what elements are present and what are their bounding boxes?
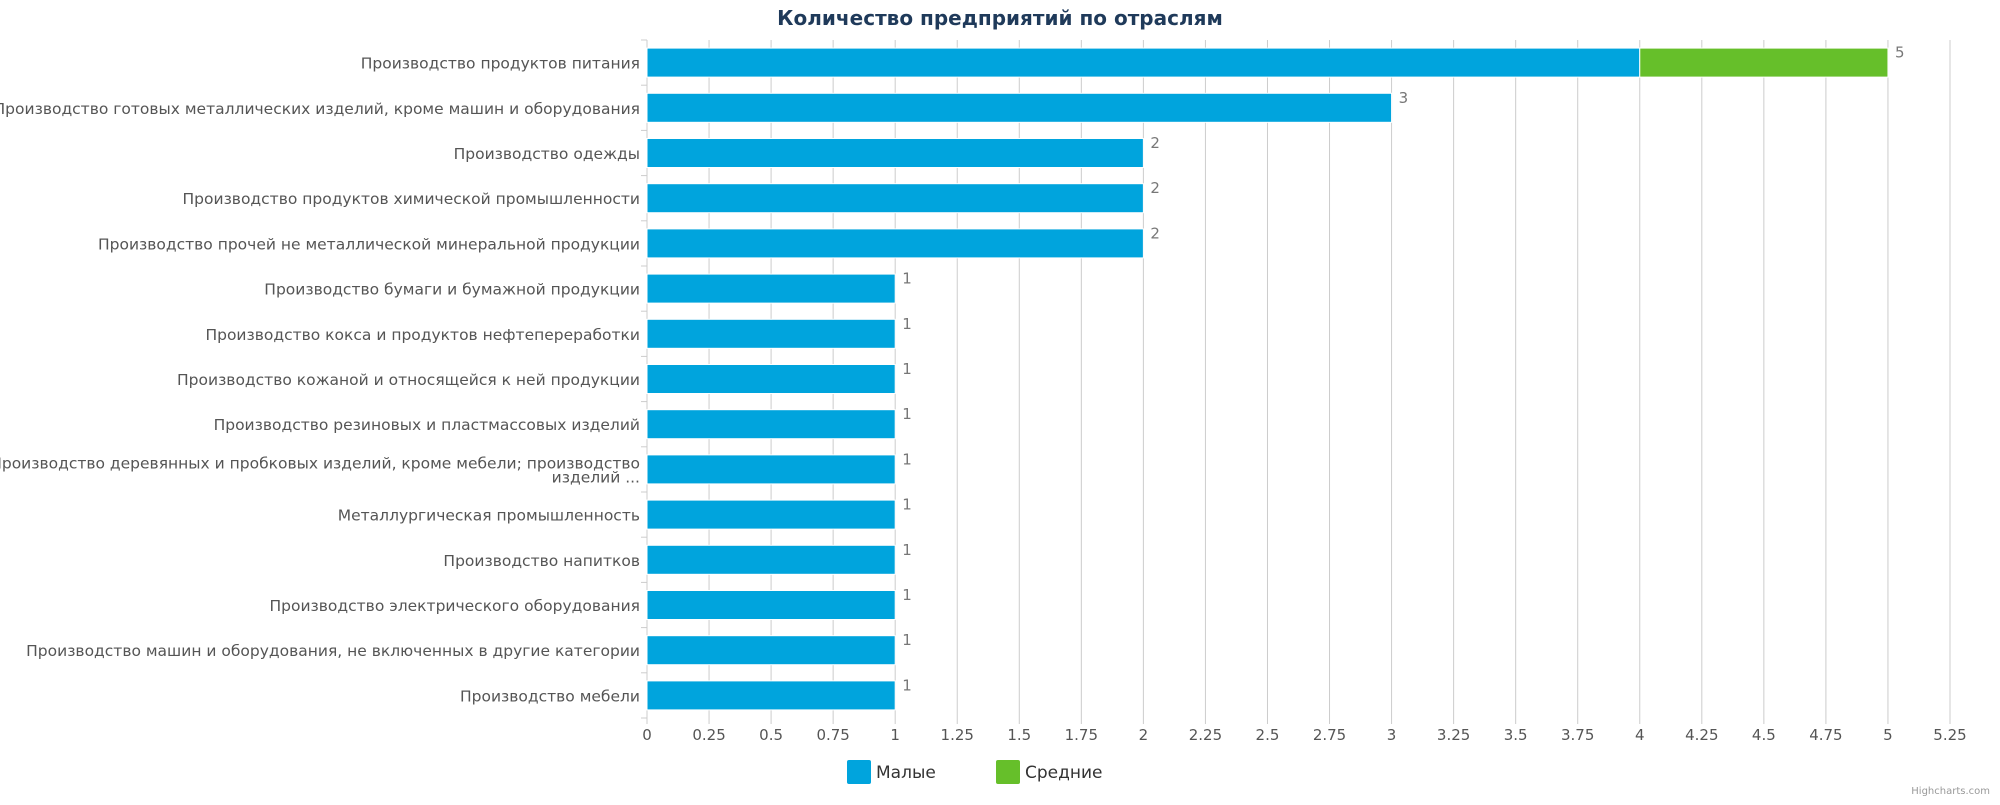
data-labels: 5 3 2 2 2 1 1 1 1 1 1 1 1 1 1: [902, 44, 1904, 695]
legend-label[interactable]: Малые: [876, 763, 936, 783]
x-tick-label: 2: [1139, 726, 1149, 744]
category-label-line: Производство машин и оборудования, не вк…: [26, 642, 640, 660]
data-label: 1: [902, 360, 912, 378]
data-label: 1: [902, 315, 912, 333]
category-label-line: Производство продуктов питания: [361, 55, 640, 73]
category-labels: Производство продуктов питания Производст…: [0, 55, 640, 706]
category-label: Производство машин и оборудования, не вк…: [26, 642, 640, 660]
data-label: 1: [902, 541, 912, 559]
category-label-line: Производство деревянных и пробковых изде…: [0, 454, 640, 472]
category-label: Производство одежды: [454, 145, 640, 163]
category-label: Производство кожаной и относящейся к ней…: [177, 371, 640, 389]
x-tick-label: 0.75: [816, 726, 849, 744]
legend-item-small[interactable]: Малые: [847, 760, 936, 784]
credits[interactable]: Highcharts.com: [1911, 786, 1990, 797]
x-tick-label: 2.5: [1256, 726, 1280, 744]
data-label: 1: [902, 270, 912, 288]
category-label-line: Металлургическая промышленность: [338, 507, 640, 525]
category-label: Производство резиновых и пластмассовых и…: [214, 416, 640, 434]
category-label-line: Производство напитков: [443, 552, 640, 570]
category-label: Производство бумаги и бумажной продукции: [264, 281, 640, 299]
data-label: 2: [1150, 179, 1160, 197]
bar-medium[interactable]: [1639, 47, 1889, 78]
data-label: 2: [1150, 134, 1160, 152]
bar-small[interactable]: [646, 228, 1144, 259]
x-tick-label: 1.5: [1007, 726, 1031, 744]
bar-small[interactable]: [646, 680, 896, 711]
category-label: Металлургическая промышленность: [338, 507, 640, 525]
category-label-line: Производство одежды: [454, 145, 640, 163]
bar-small[interactable]: [646, 273, 896, 304]
x-tick-label: 4: [1635, 726, 1645, 744]
chart-title: Количество предприятий по отраслям: [777, 6, 1223, 30]
data-label: 2: [1150, 224, 1160, 242]
x-tick-label: 0.25: [692, 726, 725, 744]
x-tick-label: 3.25: [1437, 726, 1470, 744]
bar-small[interactable]: [646, 635, 896, 666]
x-tick-label: 4.5: [1752, 726, 1776, 744]
category-label-line: Производство кожаной и относящейся к ней…: [177, 371, 640, 389]
category-label: Производство электрического оборудования: [270, 597, 641, 615]
x-tick-label: 2.25: [1189, 726, 1222, 744]
x-tick-label: 4.75: [1809, 726, 1842, 744]
bar-small[interactable]: [646, 92, 1393, 123]
bar-small[interactable]: [646, 138, 1144, 168]
bar-small[interactable]: [646, 499, 896, 530]
data-label: 5: [1895, 44, 1905, 62]
bar-small[interactable]: [646, 364, 896, 394]
data-label: 1: [902, 405, 912, 423]
x-tick-label: 0.5: [759, 726, 783, 744]
x-tick-label: 1: [890, 726, 900, 744]
x-tick-label: 5: [1883, 726, 1893, 744]
category-label: Производство продуктов питания: [361, 55, 640, 73]
x-axis-ticks: 0 0.25 0.5 0.75 1 1.25 1.5 1.75 2 2.25 2.5 2.75 3 3.2…: [642, 726, 1966, 744]
bar-small[interactable]: [646, 409, 896, 440]
x-tick-label: 2.75: [1313, 726, 1346, 744]
category-label: Производство продуктов химической промыш…: [183, 190, 640, 208]
category-label-line: Производство электрического оборудования: [270, 597, 641, 615]
category-label: Производство кокса и продуктов нефтепере…: [205, 326, 640, 344]
category-label-line: Производство кокса и продуктов нефтепере…: [205, 326, 640, 344]
bar-small[interactable]: [646, 544, 896, 575]
data-label: 1: [902, 676, 912, 694]
data-label: 1: [902, 631, 912, 649]
data-label: 3: [1399, 89, 1409, 107]
x-tick-label: 1.25: [941, 726, 974, 744]
category-label-line: Производство готовых металлических издел…: [0, 100, 640, 118]
category-label-line: изделий ...: [552, 468, 640, 486]
bar-small[interactable]: [646, 47, 1641, 78]
category-label: Производство прочей не металлической мин…: [98, 235, 640, 253]
category-label-line: Производство продуктов химической промыш…: [183, 190, 640, 208]
category-label-line: Производство резиновых и пластмассовых и…: [214, 416, 640, 434]
x-tick-label: 3.75: [1561, 726, 1594, 744]
x-tick-label: 4.25: [1685, 726, 1718, 744]
category-label: Производство деревянных и пробковых изде…: [0, 454, 640, 486]
bar-small[interactable]: [646, 590, 896, 620]
category-label: Производство готовых металлических издел…: [0, 100, 640, 118]
legend-swatch[interactable]: [847, 760, 871, 784]
legend-swatch[interactable]: [996, 760, 1020, 784]
category-label: Производство напитков: [443, 552, 640, 570]
bar-small[interactable]: [646, 183, 1144, 214]
legend-item-medium[interactable]: Средние: [996, 760, 1103, 784]
x-tick-label: 1.75: [1065, 726, 1098, 744]
x-tick-label: 5.25: [1933, 726, 1966, 744]
bar-small[interactable]: [646, 318, 896, 349]
x-tick-label: 3: [1387, 726, 1397, 744]
data-label: 1: [902, 496, 912, 514]
legend-label[interactable]: Средние: [1025, 763, 1103, 783]
bars: [646, 47, 1889, 711]
data-label: 1: [902, 586, 912, 604]
legend[interactable]: Малые Средние: [847, 760, 1103, 784]
category-label-line: Производство прочей не металлической мин…: [98, 235, 640, 253]
x-tick-label: 3.5: [1504, 726, 1528, 744]
data-label: 1: [902, 450, 912, 468]
category-label: Производство мебели: [460, 687, 640, 705]
category-label-line: Производство мебели: [460, 687, 640, 705]
category-label-line: Производство бумаги и бумажной продукции: [264, 281, 640, 299]
x-tick-label: 0: [642, 726, 652, 744]
bar-small[interactable]: [646, 454, 896, 485]
